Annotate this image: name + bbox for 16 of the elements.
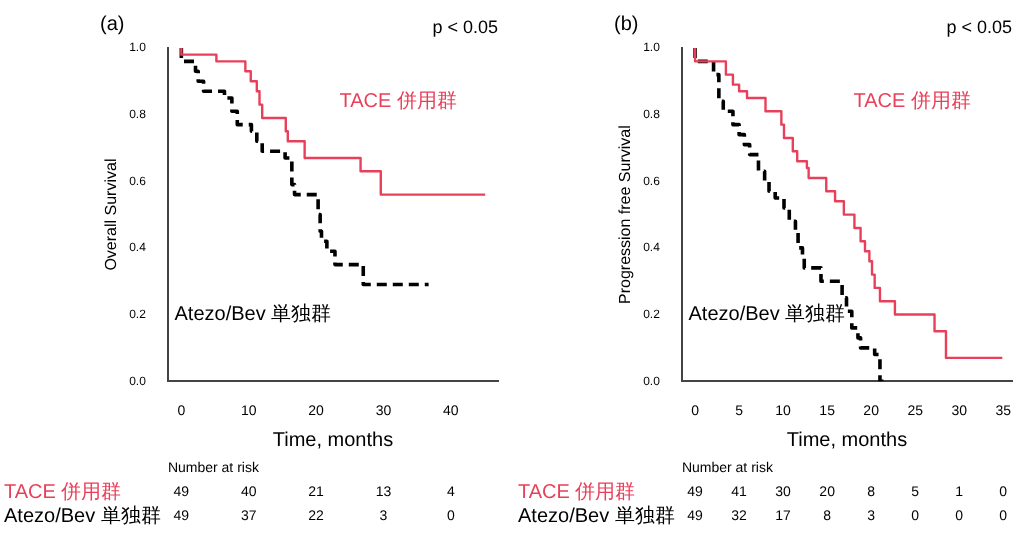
text: Atezo/Bev 単独群 <box>4 503 161 528</box>
text: p < 0.05 <box>946 16 1012 37</box>
text: TACE 併用群 <box>853 88 971 113</box>
text: TACE 併用群 <box>518 479 636 504</box>
series-label: Atezo/Bev 単独群 <box>174 302 332 327</box>
chart-title: (b) <box>614 13 639 36</box>
text: TACE 併用群 <box>339 88 457 113</box>
text: TACE 併用群 <box>4 479 122 504</box>
series-label: Atezo/Bev 単独群 <box>688 302 846 327</box>
x-axis-title: Time, months <box>272 429 394 452</box>
text: p < 0.05 <box>432 16 498 37</box>
x-axis-title: Time, months <box>786 429 908 452</box>
chart-title: (a) <box>100 13 125 36</box>
y-axis-title: Progression free Survival <box>616 124 635 304</box>
y-axis-title: Overall Survival <box>102 158 121 271</box>
text: Atezo/Bev 単独群 <box>518 503 675 528</box>
